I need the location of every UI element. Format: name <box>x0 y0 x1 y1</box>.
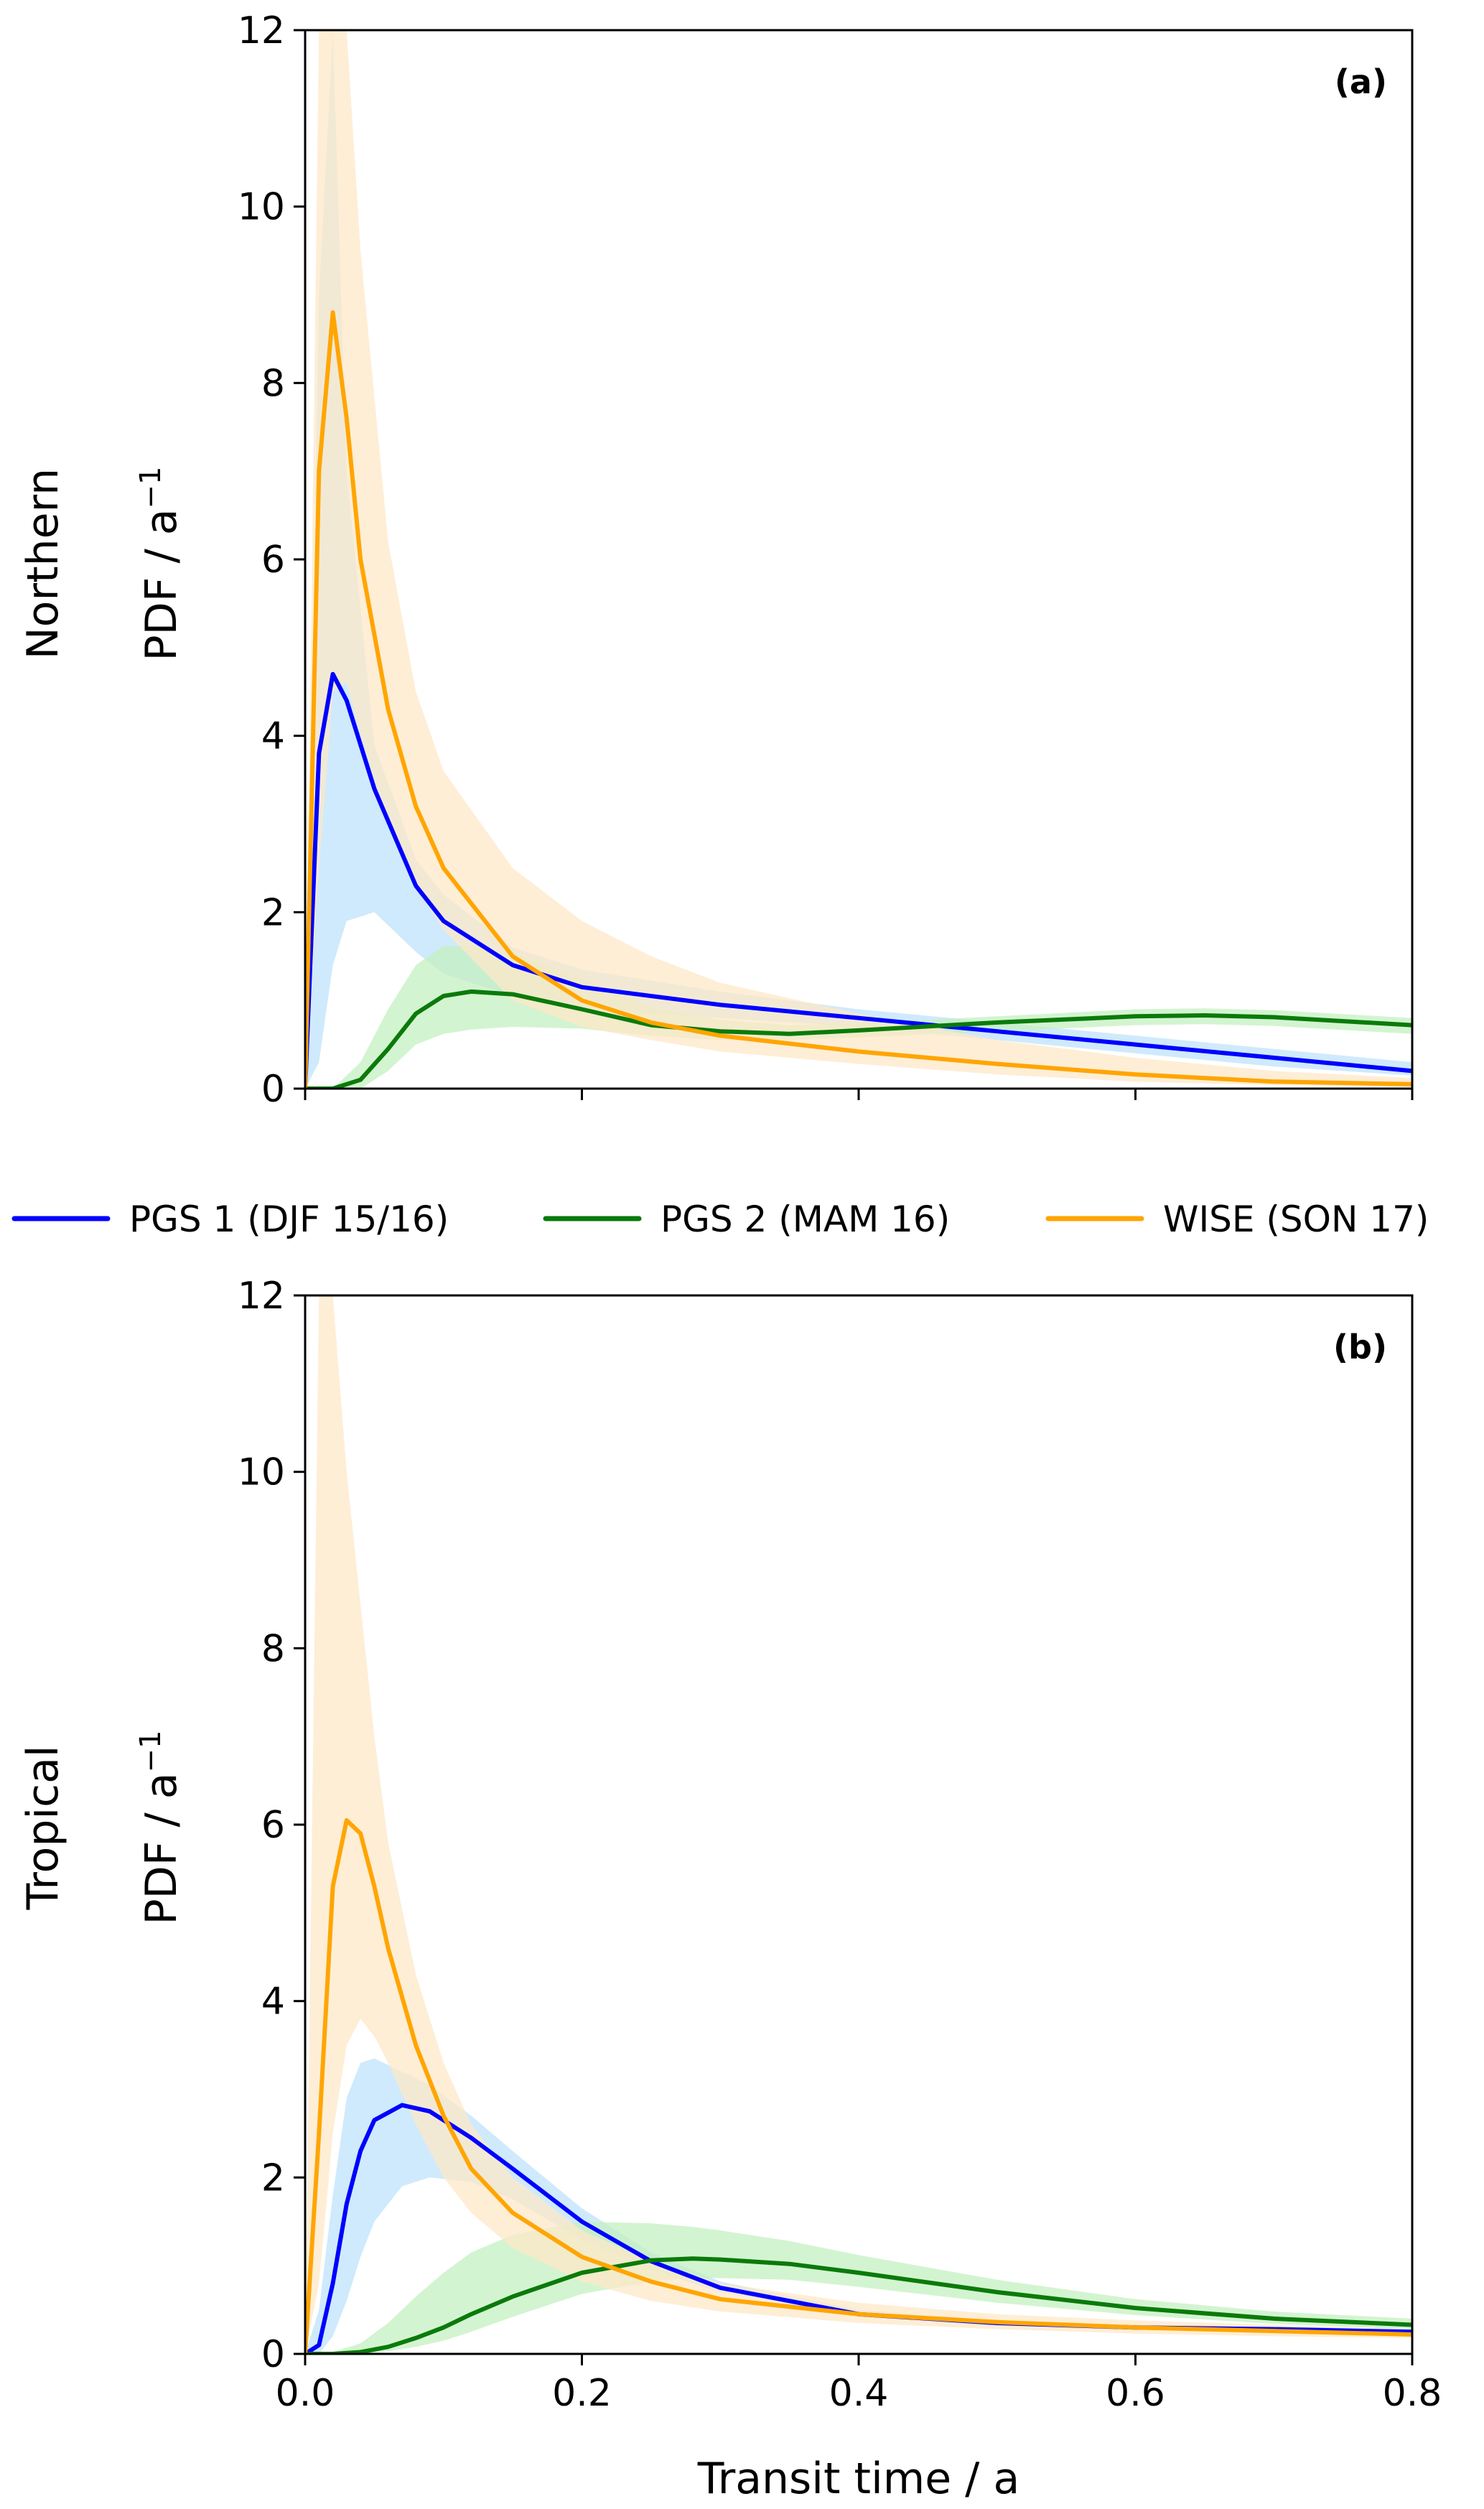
y-axis-ticks: 0 2 4 6 8 10 12 <box>238 9 305 1111</box>
y-tick-label: 2 <box>261 2156 285 2200</box>
y-tick-label: 8 <box>261 362 285 405</box>
x-tick-label: 0.0 <box>276 2372 335 2415</box>
y-tick-label: 0 <box>261 2333 285 2376</box>
y-tick-label: 10 <box>238 186 285 229</box>
y-tick-label: 4 <box>261 715 285 758</box>
band-series-3 <box>305 30 1412 1089</box>
y-tick-label: 2 <box>261 891 285 934</box>
y-tick-label: 6 <box>261 539 285 582</box>
x-tick-label: 0.8 <box>1383 2372 1442 2415</box>
x-tick-label: 0.6 <box>1106 2372 1165 2415</box>
panel-a: 0 2 4 6 8 10 12 (a) Northern PDF / a−1 <box>18 9 1414 1111</box>
band-series-3 <box>305 1295 1412 2354</box>
panel-label: (a) <box>1335 62 1387 101</box>
row-label: Northern <box>18 468 68 659</box>
x-axis-label: Transit time / a <box>697 2454 1020 2504</box>
uncertainty-bands <box>305 1295 1412 2354</box>
y-tick-label: 12 <box>238 9 285 52</box>
row-label: Tropical <box>18 1745 68 1910</box>
legend-label-3: WISE (SON 17) <box>1163 1198 1429 1240</box>
y-axis-label-main: PDF / a <box>136 1772 187 1924</box>
y-tick-label: 4 <box>261 1980 285 2024</box>
y-axis-label-main: PDF / a <box>136 508 187 661</box>
y-axis-label: PDF / a−1 <box>134 1731 187 1925</box>
legend: PGS 1 (DJF 15/16) PGS 2 (MAM 16) WISE (SON… <box>11 1198 1429 1240</box>
x-tick-label: 0.2 <box>552 2372 612 2415</box>
line-series-3 <box>305 310 1412 1089</box>
x-tick-label: 0.4 <box>829 2372 889 2415</box>
y-axis-label: PDF / a−1 <box>134 467 187 661</box>
line-series-3 <box>305 1817 1412 2354</box>
legend-label-1: PGS 1 (DJF 15/16) <box>129 1198 449 1240</box>
panel-b: 0 2 4 6 8 10 12 0.0 0.2 0.4 0.6 0.8 (b) Tropical P… <box>18 1275 1442 2504</box>
line-series-2 <box>305 2256 1412 2354</box>
y-tick-label: 12 <box>238 1275 285 1318</box>
y-axis-ticks: 0 2 4 6 8 10 12 <box>238 1275 305 2376</box>
line-series-1 <box>305 671 1412 1089</box>
series-lines <box>305 1817 1412 2354</box>
y-tick-label: 6 <box>261 1804 285 1847</box>
legend-label-2: PGS 2 (MAM 16) <box>661 1198 950 1240</box>
y-tick-label: 0 <box>261 1068 285 1111</box>
panel-label: (b) <box>1333 1328 1387 1367</box>
y-tick-label: 10 <box>238 1451 285 1494</box>
line-series-2 <box>305 989 1412 1089</box>
uncertainty-bands <box>305 30 1412 1089</box>
x-axis-ticks: 0.0 0.2 0.4 0.6 0.8 <box>276 2354 1442 2415</box>
y-tick-label: 8 <box>261 1627 285 1670</box>
series-lines <box>305 310 1412 1089</box>
y-axis-label-exponent: −1 <box>134 467 167 509</box>
x-axis-ticks <box>304 1089 1414 1100</box>
y-axis-label-exponent: −1 <box>134 1731 167 1773</box>
